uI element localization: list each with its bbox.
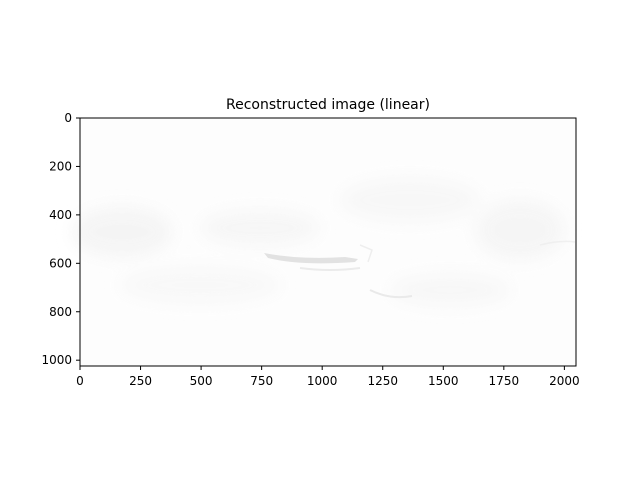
image-blob — [200, 210, 320, 246]
image-blob — [340, 178, 480, 222]
y-axis: 0 200 400 600 800 1000 — [41, 111, 80, 367]
x-tick-label: 2000 — [549, 374, 580, 388]
y-tick-label: 400 — [49, 208, 72, 222]
chart-title: Reconstructed image (linear) — [226, 97, 430, 113]
y-tick-label: 800 — [49, 305, 72, 319]
y-tick-label: 200 — [49, 159, 72, 173]
y-tick-label: 0 — [64, 111, 72, 125]
x-tick-label: 0 — [76, 374, 84, 388]
x-tick-label: 500 — [190, 374, 213, 388]
image-detail — [359, 244, 373, 263]
image-blob — [72, 207, 172, 257]
x-tick-label: 1000 — [307, 374, 338, 388]
image-blob — [475, 200, 565, 260]
y-tick-label: 1000 — [41, 353, 72, 367]
image-detail — [539, 240, 576, 246]
x-tick-label: 250 — [129, 374, 152, 388]
image-blob — [120, 267, 280, 303]
image-detail — [369, 289, 413, 299]
x-tick-label: 1250 — [367, 374, 398, 388]
x-tick-label: 1500 — [428, 374, 459, 388]
image-blob — [390, 274, 510, 306]
reconstructed-image — [72, 118, 576, 366]
plot-frame — [79, 117, 577, 367]
x-axis: 0 250 500 750 1000 1250 1500 1750 2000 — [76, 366, 580, 388]
image-detail — [264, 253, 358, 264]
x-tick-label: 1750 — [489, 374, 520, 388]
x-tick-label: 750 — [250, 374, 273, 388]
image-detail — [299, 267, 361, 271]
y-tick-label: 600 — [49, 256, 72, 270]
